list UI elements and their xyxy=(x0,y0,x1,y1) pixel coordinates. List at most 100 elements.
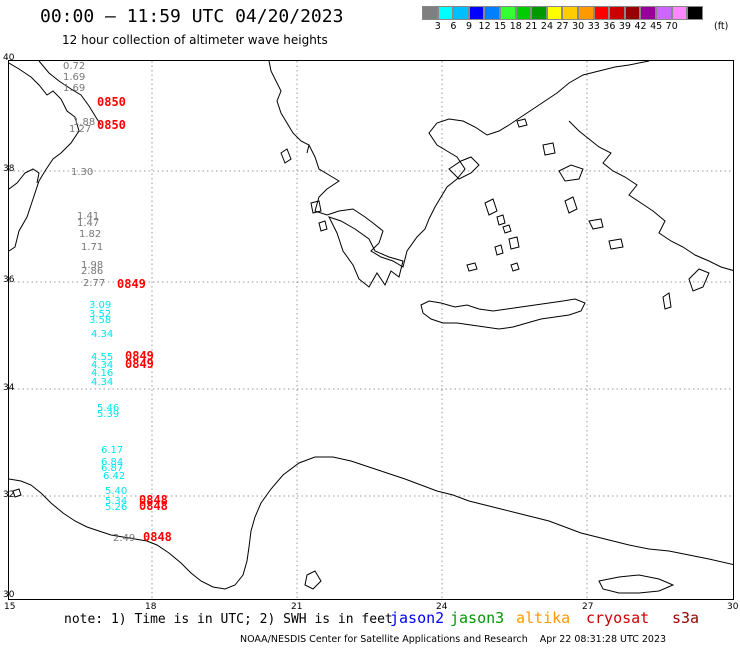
island-crete xyxy=(420,298,586,330)
lon-label-18: 18 xyxy=(145,602,157,612)
map-title: 00:00 — 11:59 UTC 04/20/2023 xyxy=(40,6,344,27)
lon-label-21: 21 xyxy=(291,602,303,612)
wave-height-value: 3.58 xyxy=(89,315,112,326)
color-scale-label: 24 xyxy=(540,21,553,32)
wave-height-value: 5.40 xyxy=(105,486,128,497)
color-swatch xyxy=(437,6,454,20)
color-scale-label: 27 xyxy=(556,21,569,32)
color-scale-label: 21 xyxy=(525,21,538,32)
color-swatch xyxy=(499,6,516,20)
map-subtitle: 12 hour collection of altimeter wave hei… xyxy=(62,33,328,47)
island-karpathos xyxy=(662,292,672,310)
island-kos xyxy=(608,238,624,250)
pass-time-label: 0849 xyxy=(125,357,154,371)
wave-height-value: 6.84 xyxy=(101,457,124,468)
wave-height-value: 2.86 xyxy=(81,266,104,277)
wave-height-value: 4.55 xyxy=(91,352,114,363)
color-scale-label: 6 xyxy=(450,21,457,32)
color-scale-label: 36 xyxy=(603,21,616,32)
island-corfu xyxy=(280,148,292,164)
color-scale-label: 42 xyxy=(634,21,647,32)
color-swatch xyxy=(655,6,672,20)
color-scale-label: 12 xyxy=(478,21,491,32)
pass-time-label: 0849 xyxy=(125,349,154,363)
wave-height-value: 1.69 xyxy=(63,72,86,83)
island-kefalonia xyxy=(310,200,322,214)
color-scale-label: 3 xyxy=(434,21,441,32)
wave-height-value: 4.34 xyxy=(91,329,114,340)
wave-height-value: 5.34 xyxy=(105,496,128,507)
island-tinos xyxy=(496,214,506,226)
color-swatch xyxy=(577,6,594,20)
pass-time-label: 0849 xyxy=(117,277,146,291)
color-swatch xyxy=(671,6,688,20)
color-scale-bar xyxy=(422,6,703,20)
coast-albania xyxy=(268,61,310,154)
color-scale-label: 18 xyxy=(509,21,522,32)
lat-label-34: 34 xyxy=(3,383,15,393)
color-scale-label: 33 xyxy=(587,21,600,32)
wave-height-value: 1.69 xyxy=(63,83,86,94)
color-swatch xyxy=(609,6,625,20)
coast-libya xyxy=(9,456,733,590)
island-thasos xyxy=(516,118,528,128)
wave-height-value: 1.98 xyxy=(81,260,104,271)
lon-label-24: 24 xyxy=(436,602,448,612)
color-swatch xyxy=(531,6,547,20)
wave-height-value: 5.39 xyxy=(97,409,120,420)
wave-height-value: 1.88 xyxy=(73,117,96,128)
wave-height-value: 1.47 xyxy=(77,218,100,229)
wave-height-value: 4.34 xyxy=(91,377,114,388)
color-swatch xyxy=(687,6,703,20)
pass-time-label: 0848 xyxy=(139,499,168,513)
legend-jason2: jason2 xyxy=(390,609,445,627)
coast-italy-heel xyxy=(38,61,102,126)
coast-greece xyxy=(308,61,650,268)
island-evia xyxy=(448,156,480,180)
color-scale-label: 70 xyxy=(665,21,678,32)
coast-italy-calabria xyxy=(9,62,80,252)
color-scale-unit: (ft) xyxy=(714,21,729,32)
pass-time-label: 0848 xyxy=(139,493,168,507)
pass-time-label: 0850 xyxy=(97,95,126,109)
color-scale-label: 30 xyxy=(572,21,585,32)
wave-height-value: 3.52 xyxy=(89,309,112,320)
color-scale-label: 45 xyxy=(650,21,663,32)
wave-height-value: 1.30 xyxy=(71,167,94,178)
coast-sicily xyxy=(9,168,40,190)
island-lesvos xyxy=(558,164,584,182)
color-swatch xyxy=(624,6,641,20)
lat-label-38: 38 xyxy=(3,164,15,174)
pass-time-label: 0848 xyxy=(143,530,172,544)
wave-height-value: 2.49 xyxy=(113,533,136,544)
lat-label-30: 30 xyxy=(3,590,15,600)
lat-label-32: 32 xyxy=(3,490,15,500)
wave-height-value: 3.09 xyxy=(89,300,112,311)
color-scale-label: 15 xyxy=(494,21,507,32)
wave-height-value: 2.77 xyxy=(83,278,106,289)
lat-label-40: 40 xyxy=(3,53,15,63)
wave-height-value: 6.87 xyxy=(101,463,124,474)
color-swatch xyxy=(453,6,469,20)
credit-footer: NOAA/NESDIS Center for Satellite Applica… xyxy=(240,634,667,645)
color-swatch xyxy=(546,6,563,20)
coast-peloponnese xyxy=(328,216,404,288)
wave-height-value: 6.17 xyxy=(101,445,124,456)
lon-label-30: 30 xyxy=(727,602,739,612)
island-andros xyxy=(484,198,498,216)
wave-height-value: 6.42 xyxy=(103,471,126,482)
wave-height-value: 4.16 xyxy=(91,368,114,379)
color-swatch xyxy=(593,6,610,20)
wave-height-value: 4.34 xyxy=(91,360,114,371)
color-scale-label: 9 xyxy=(465,21,472,32)
wave-height-value: 5.26 xyxy=(105,502,128,513)
wave-height-value: 5.46 xyxy=(97,403,120,414)
wave-height-value: 1.27 xyxy=(69,124,92,135)
color-swatch xyxy=(640,6,656,20)
island-mykonos xyxy=(502,224,512,234)
island-cyprus-edge xyxy=(598,574,675,594)
legend-jason3: jason3 xyxy=(450,609,505,627)
coast-turkey xyxy=(568,120,733,271)
color-swatch xyxy=(515,6,532,20)
coastline-map xyxy=(9,61,733,599)
